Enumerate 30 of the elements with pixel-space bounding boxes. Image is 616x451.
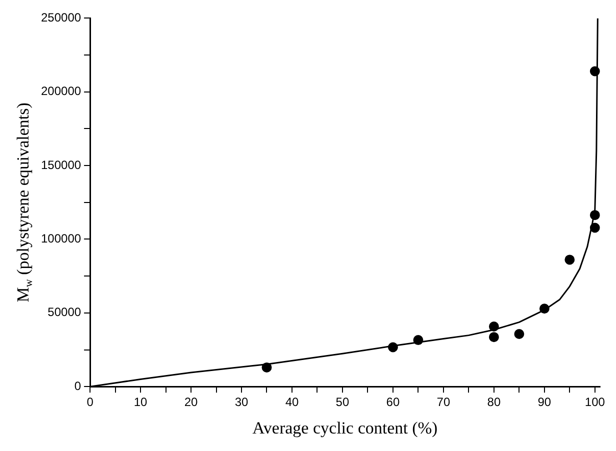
point [590, 66, 600, 76]
y-tick-label: 200000 [40, 84, 82, 98]
x-tick-label: 80 [487, 395, 501, 410]
x-tick-label: 90 [538, 395, 552, 410]
x-tick-label: 30 [234, 395, 248, 410]
point [514, 328, 524, 339]
y-axis-title: Mw (polystyrene equivalents) [13, 102, 35, 302]
x-tick-label: 50 [336, 395, 350, 410]
x-tick-label: 10 [134, 395, 148, 410]
y-tick-label: 0 [74, 378, 82, 393]
x-tick-label: 100 [584, 395, 606, 410]
y-tick-label: 50000 [48, 305, 82, 320]
point [262, 362, 272, 372]
x-tick-label: 20 [184, 395, 198, 410]
y-tick-label: 250000 [40, 10, 82, 25]
point [488, 321, 499, 332]
y-tick-label: 100000 [40, 232, 82, 246]
x-tick-label: 70 [436, 395, 450, 410]
point [488, 332, 499, 342]
x-axis-title: Average cyclic content (%) [252, 418, 438, 438]
x-tick-label: 60 [386, 395, 400, 410]
point [590, 222, 600, 233]
point [564, 254, 575, 265]
point [539, 304, 550, 314]
point [413, 335, 424, 346]
x-tick-label: 40 [285, 395, 299, 410]
point [590, 210, 600, 220]
point [388, 342, 398, 352]
y-tick-label: 150000 [40, 158, 82, 172]
x-tick-label: 0 [86, 395, 94, 410]
